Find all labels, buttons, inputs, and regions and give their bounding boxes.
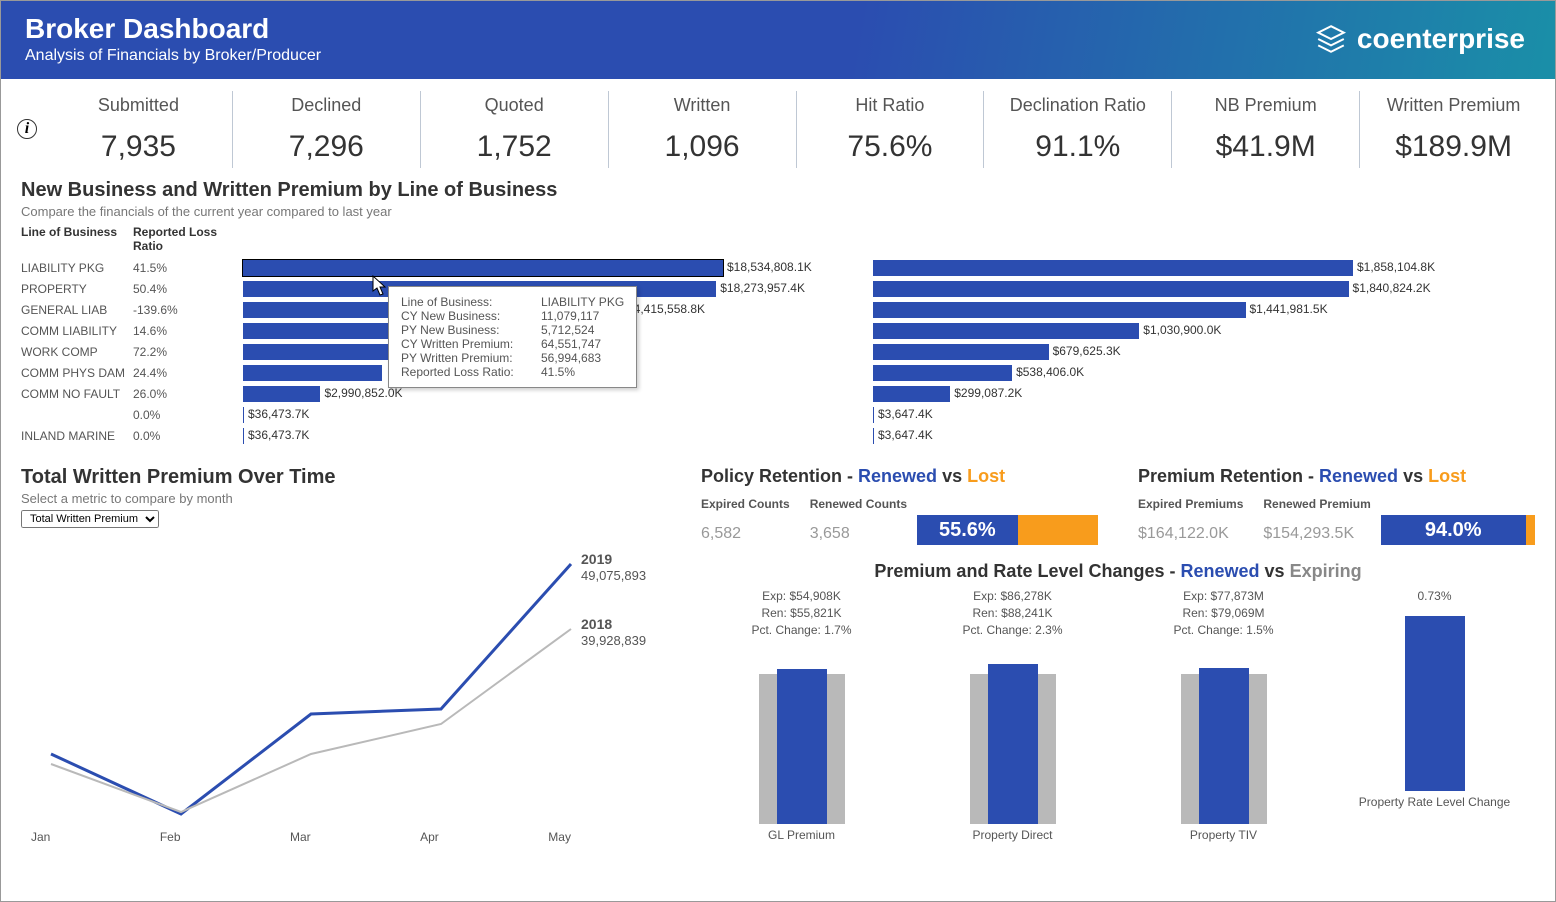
policy-retention-bar[interactable]: 55.6% — [917, 515, 1098, 545]
kpi-quoted[interactable]: Quoted1,752 — [421, 91, 609, 168]
rate-chart[interactable]: Exp: $77,873MRen: $79,069MPct. Change: 1… — [1123, 588, 1324, 842]
page-subtitle: Analysis of Financials by Broker/Produce… — [25, 47, 1531, 65]
kpi-row: i Submitted7,935Declined7,296Quoted1,752… — [1, 79, 1555, 179]
chart-tooltip: Line of Business:LIABILITY PKGCY New Bus… — [388, 286, 637, 388]
kpi-written[interactable]: Written1,096 — [609, 91, 797, 168]
line-chart[interactable]: 201949,075,893 201839,928,839 — [21, 534, 681, 844]
lob-row[interactable]: PROPERTY50.4%$18,273,957.4K$1,840,824.2K — [21, 278, 1535, 299]
lob-row[interactable]: WORK COMP72.2%$679,625.3K — [21, 341, 1535, 362]
svg-text:49,075,893: 49,075,893 — [581, 568, 646, 583]
rate-changes-title: Premium and Rate Level Changes - Renewed… — [701, 561, 1535, 582]
rate-chart[interactable]: Exp: $54,908KRen: $55,821KPct. Change: 1… — [701, 588, 902, 842]
lob-row[interactable]: GENERAL LIAB-139.6%$14,415,558.8K$1,441,… — [21, 299, 1535, 320]
kpi-declination-ratio[interactable]: Declination Ratio91.1% — [984, 91, 1172, 168]
kpi-written-premium[interactable]: Written Premium$189.9M — [1360, 91, 1547, 168]
lob-row[interactable]: COMM PHYS DAM24.4%$538,406.0K — [21, 362, 1535, 383]
kpi-declined[interactable]: Declined7,296 — [233, 91, 421, 168]
svg-text:2018: 2018 — [581, 616, 612, 632]
kpi-submitted[interactable]: Submitted7,935 — [45, 91, 233, 168]
lob-section: New Business and Written Premium by Line… — [1, 179, 1555, 456]
page-title: Broker Dashboard — [25, 13, 1531, 45]
line-chart-panel: Total Written Premium Over Time Select a… — [21, 466, 681, 844]
mouse-cursor — [372, 275, 390, 302]
lob-row[interactable]: COMM LIABILITY14.6%$1,030,900.0K — [21, 320, 1535, 341]
kpi-nb-premium[interactable]: NB Premium$41.9M — [1172, 91, 1360, 168]
rate-chart[interactable]: 0.73%Property Rate Level Change — [1334, 588, 1535, 842]
svg-text:2019: 2019 — [581, 551, 612, 567]
lob-row[interactable]: 0.0%$36,473.7K$3,647.4K — [21, 404, 1535, 425]
lob-row[interactable]: COMM NO FAULT26.0%$2,990,852.0K$299,087.… — [21, 383, 1535, 404]
lob-row[interactable]: INLAND MARINE0.0%$36,473.7K$3,647.4K — [21, 425, 1535, 446]
lob-row[interactable]: LIABILITY PKG41.5%$18,534,808.1K$1,858,1… — [21, 257, 1535, 278]
kpi-hit-ratio[interactable]: Hit Ratio75.6% — [797, 91, 985, 168]
premium-retention-bar[interactable]: 94.0% — [1381, 515, 1535, 545]
info-icon[interactable]: i — [17, 119, 37, 139]
premium-retention: Premium Retention - Renewed vs Lost Expi… — [1138, 466, 1535, 545]
brand-logo: coenterprise — [1315, 23, 1525, 55]
dashboard-header: Broker Dashboard Analysis of Financials … — [1, 1, 1555, 79]
logo-icon — [1315, 23, 1347, 55]
policy-retention: Policy Retention - Renewed vs Lost Expir… — [701, 466, 1098, 545]
svg-text:39,928,839: 39,928,839 — [581, 633, 646, 648]
metric-dropdown[interactable]: Total Written Premium — [21, 510, 159, 528]
rate-chart[interactable]: Exp: $86,278KRen: $88,241KPct. Change: 2… — [912, 588, 1113, 842]
